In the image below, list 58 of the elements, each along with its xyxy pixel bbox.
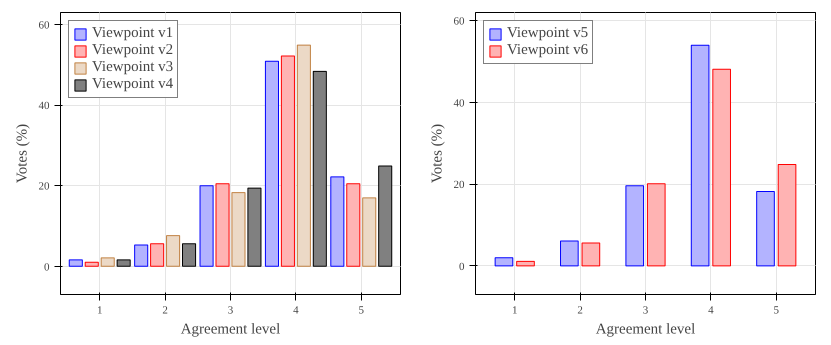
x-tick-label: 4	[293, 304, 300, 316]
legend-label: Viewpoint v4	[92, 76, 174, 93]
y-tick-label: 20	[454, 179, 465, 192]
bar	[68, 259, 83, 267]
bar	[231, 192, 246, 267]
bar	[264, 60, 279, 267]
bar	[330, 176, 344, 267]
y-tick-label: 60	[38, 20, 50, 32]
x-tick-label: 1	[512, 304, 518, 316]
bar	[200, 185, 214, 267]
bar	[560, 240, 579, 266]
bar	[84, 262, 99, 267]
legend-label: Viewpoint v1	[92, 25, 174, 42]
x-tick-label: 3	[642, 304, 649, 316]
bar	[166, 235, 180, 267]
x-tick-label: 5	[358, 304, 365, 316]
x-tick-label: 3	[228, 304, 234, 316]
bar	[116, 259, 131, 267]
bar	[778, 164, 796, 266]
x-tick-label: 1	[96, 304, 102, 316]
bar	[100, 257, 115, 267]
legend-label: Viewpoint v3	[92, 59, 174, 76]
bar	[312, 70, 327, 267]
bar	[756, 191, 775, 266]
y-axis-title: Votes (%)	[430, 124, 446, 184]
y-tick-label: 40	[38, 100, 50, 112]
bar	[646, 183, 666, 266]
y-tick-label: 40	[454, 97, 465, 110]
bar	[378, 165, 392, 267]
bar	[134, 244, 148, 267]
x-tick-label: 5	[774, 304, 780, 316]
legend-label: Viewpoint v2	[92, 42, 174, 59]
x-tick-label: 2	[162, 304, 168, 316]
bar	[150, 243, 164, 267]
x-tick-label: 4	[708, 304, 714, 316]
bar	[494, 257, 514, 266]
bar	[582, 242, 600, 266]
bar	[182, 243, 196, 267]
bar	[247, 188, 262, 267]
y-axis-title: Votes (%)	[14, 124, 30, 184]
y-tick-label: 0	[44, 261, 50, 274]
bar	[215, 183, 230, 267]
bar	[625, 185, 644, 266]
x-axis-title: Agreement level	[596, 322, 696, 338]
bar	[280, 56, 295, 267]
bar	[712, 68, 731, 266]
x-axis-title: Agreement level	[180, 322, 280, 338]
bar	[516, 260, 535, 266]
y-tick-label: 20	[38, 180, 50, 193]
x-tick-label: 2	[577, 304, 583, 316]
y-tick-label: 0	[459, 260, 465, 273]
legend-label: Viewpoint v6	[507, 42, 588, 59]
bar	[296, 44, 311, 267]
bar	[690, 44, 710, 266]
bar	[346, 183, 360, 267]
y-tick-label: 60	[454, 16, 465, 28]
legend-label: Viewpoint v5	[507, 25, 588, 42]
bar	[362, 197, 376, 267]
